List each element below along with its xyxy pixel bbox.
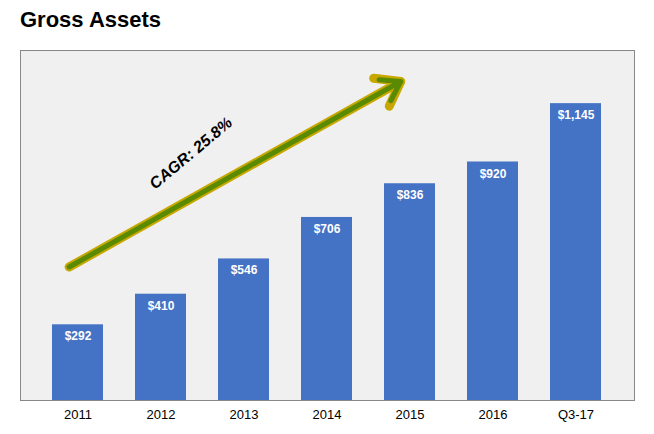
- svg-text:$836: $836: [397, 188, 424, 202]
- svg-text:$292: $292: [65, 329, 92, 343]
- html-text:Gross Assets: Gross Assets: [20, 7, 161, 32]
- svg-text:2011: 2011: [64, 407, 92, 422]
- svg-text:CAGR: 25.8%: CAGR: 25.8%: [146, 114, 235, 193]
- svg-text:$1,145: $1,145: [558, 108, 595, 122]
- svg-text:2016: 2016: [479, 407, 508, 422]
- svg-text:2013: 2013: [230, 407, 259, 422]
- svg-text:2014: 2014: [313, 407, 342, 422]
- svg-text:$706: $706: [314, 222, 341, 236]
- svg-text:$410: $410: [148, 299, 175, 313]
- svg-text:2012: 2012: [147, 407, 176, 422]
- svg-text:$546: $546: [231, 263, 258, 277]
- svg-text:Q3-17: Q3-17: [558, 407, 594, 422]
- svg-text:2015: 2015: [396, 407, 425, 422]
- svg-text:$920: $920: [480, 167, 507, 181]
